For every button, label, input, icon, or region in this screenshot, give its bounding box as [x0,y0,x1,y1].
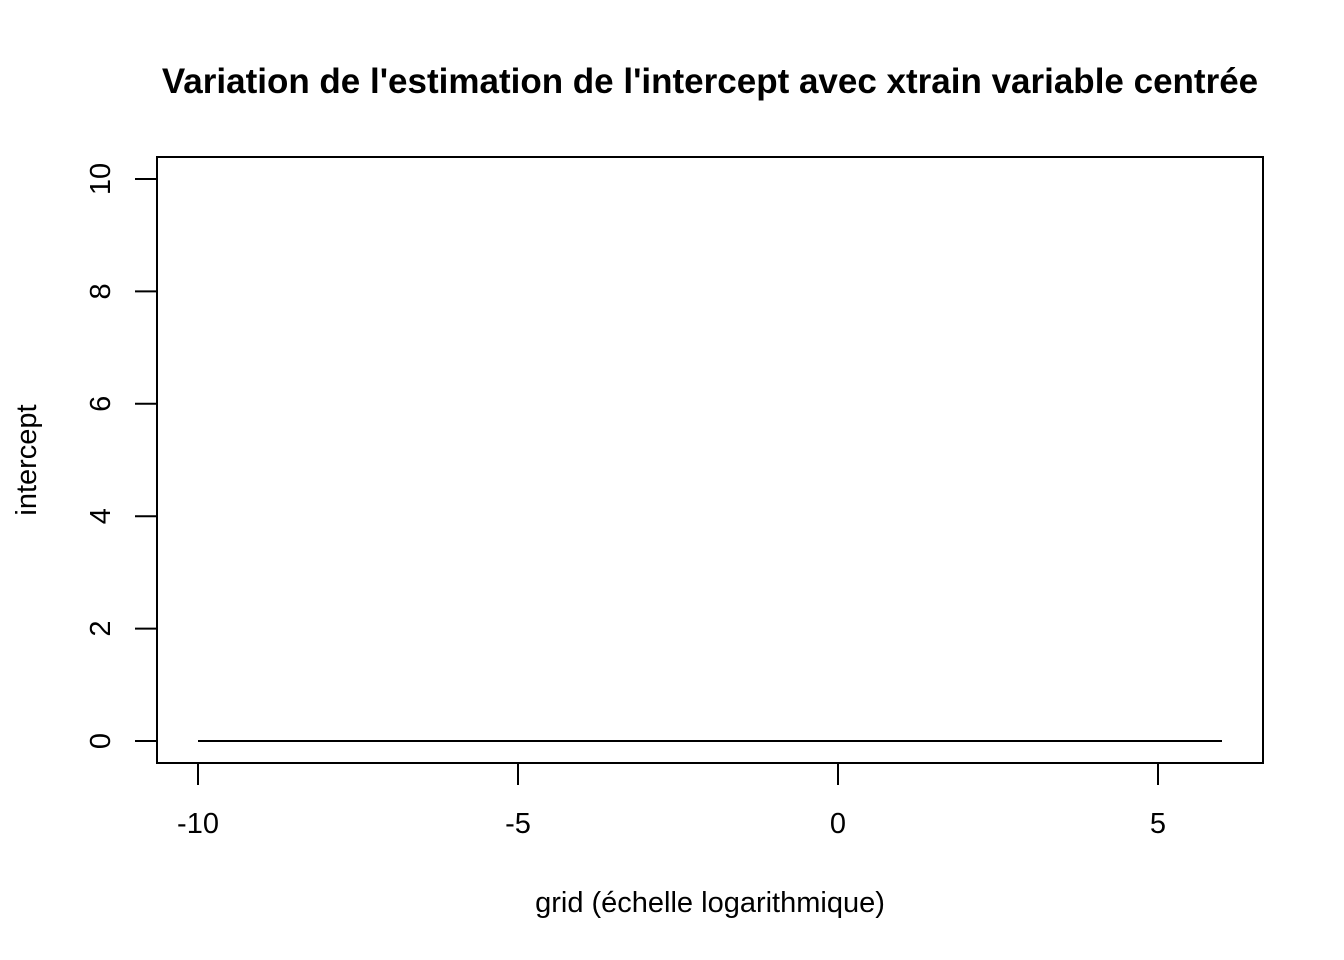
plot-frame [156,156,1264,764]
chart-title: Variation de l'estimation de l'intercept… [162,62,1258,101]
y-tick-label: 10 [85,163,117,195]
x-axis: -10 -5 0 5 [177,762,1166,840]
x-tick-label: -10 [177,808,219,840]
y-tick-label: 0 [85,733,117,749]
y-axis-label: intercept [11,404,43,515]
y-tick-label: 4 [85,508,117,524]
x-tick-label: -5 [505,808,531,840]
y-tick-label: 6 [85,396,117,412]
y-axis: 0 2 4 6 8 10 [85,163,158,749]
y-tick-label: 8 [85,283,117,299]
x-axis-label: grid (échelle logarithmique) [535,887,885,919]
x-tick-label: 0 [830,808,846,840]
x-tick-label: 5 [1150,808,1166,840]
y-tick-label: 2 [85,621,117,637]
